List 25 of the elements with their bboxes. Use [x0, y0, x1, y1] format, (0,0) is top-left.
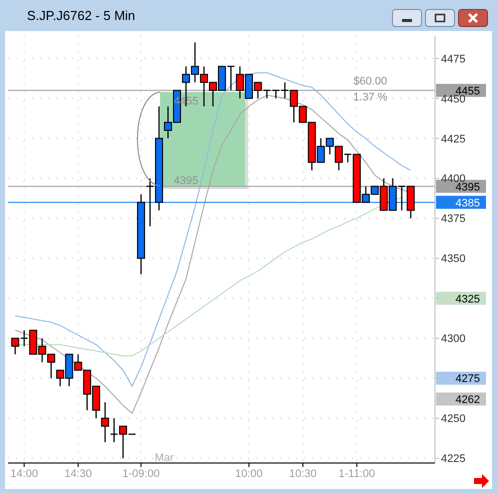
text: 4325 — [456, 293, 480, 306]
x-tick-label: 14:00 — [10, 468, 38, 480]
ref-line-label: 4385 — [456, 197, 480, 210]
annotation: Mar — [154, 452, 174, 464]
y-tick-label: 4450 — [441, 93, 466, 106]
x-tick-label: 10:30 — [289, 468, 317, 480]
candlestick — [101, 402, 110, 443]
y-tick-label: 4475 — [441, 53, 466, 66]
x-tick-label: 1-09:00 — [122, 468, 160, 480]
annotation: $60.00 — [353, 76, 388, 88]
annotation: 1.37 % — [353, 92, 388, 104]
x-tick-label: 10:00 — [235, 468, 263, 480]
y-tick-label: 4425 — [441, 133, 466, 146]
y-tick-label: 4300 — [441, 333, 466, 346]
text: 4262 — [456, 394, 480, 406]
x-tick-label: 1-11:00 — [338, 468, 376, 480]
annotation: 4395 — [174, 175, 198, 188]
chart-title: S.JP.J6762 - 5 Min — [27, 8, 136, 23]
x-tick-label: 14:30 — [64, 468, 92, 480]
y-tick-label: 4250 — [441, 413, 466, 426]
y-tick-label: 4225 — [441, 453, 466, 466]
text: 4275 — [456, 373, 480, 386]
ref-line-label: 4395 — [456, 181, 480, 194]
y-tick-label: 4375 — [441, 213, 466, 226]
y-tick-label: 4350 — [441, 253, 466, 266]
